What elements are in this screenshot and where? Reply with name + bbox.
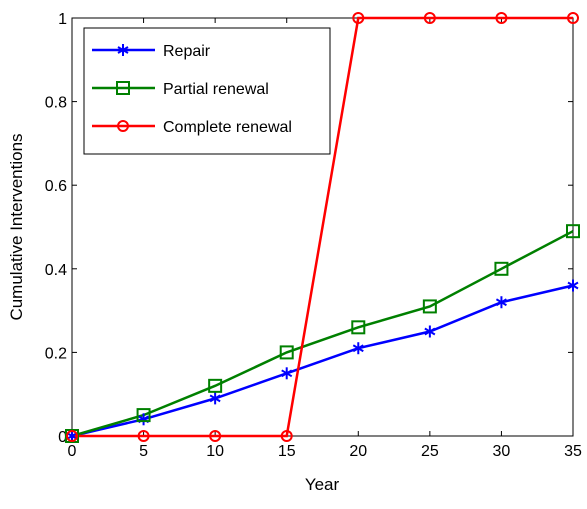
y-tick-label: 0.6 xyxy=(45,178,67,195)
x-tick-label: 35 xyxy=(564,443,582,460)
x-axis-label: Year xyxy=(305,475,340,494)
data-point-1 xyxy=(279,345,294,360)
x-tick-label: 0 xyxy=(68,443,77,460)
data-point-1 xyxy=(351,320,366,335)
data-point-1 xyxy=(566,224,580,239)
data-point-0 xyxy=(209,392,221,405)
x-tick-label: 30 xyxy=(493,443,511,460)
legend-label-0: Repair xyxy=(163,43,211,60)
data-point-1 xyxy=(494,261,509,276)
data-point-2 xyxy=(280,430,293,442)
axis-ticks: 0 5 10 15 20 25 30 35 0 0.2 0.4 0.6 0.8 1 xyxy=(45,11,582,460)
y-axis-label: Cumulative Interventions xyxy=(7,133,26,320)
data-point-1 xyxy=(136,408,151,423)
x-tick-label: 15 xyxy=(278,443,296,460)
data-point-2 xyxy=(423,12,436,24)
legend-label-2: Complete renewal xyxy=(163,119,292,136)
data-point-0 xyxy=(352,342,364,355)
data-point-0 xyxy=(281,367,293,380)
y-tick-label: 0.4 xyxy=(45,262,67,279)
data-point-1 xyxy=(208,378,223,393)
data-point-2 xyxy=(137,430,150,442)
x-tick-label: 25 xyxy=(421,443,439,460)
data-point-2 xyxy=(66,430,78,442)
x-tick-label: 10 xyxy=(206,443,224,460)
legend-marker-1 xyxy=(116,81,130,95)
data-point-0 xyxy=(495,296,507,309)
y-tick-label: 0.8 xyxy=(45,95,67,112)
data-point-1 xyxy=(422,299,437,314)
data-point-0 xyxy=(567,279,579,292)
data-point-2 xyxy=(209,430,222,442)
data-point-2 xyxy=(352,12,365,24)
y-tick-label: 1 xyxy=(58,11,67,28)
x-tick-label: 20 xyxy=(349,443,367,460)
y-tick-label: 0.2 xyxy=(45,345,67,362)
x-tick-label: 5 xyxy=(139,443,148,460)
legend: Repair Partial renewal Complete renewal xyxy=(83,27,331,155)
series-line-1 xyxy=(71,230,574,438)
data-point-2 xyxy=(567,12,579,24)
legend-label-1: Partial renewal xyxy=(163,81,269,98)
legend-marker-0 xyxy=(117,44,129,56)
series-line-2 xyxy=(72,16,573,438)
data-point-2 xyxy=(495,12,508,24)
legend-marker-2 xyxy=(117,120,129,132)
y-tick-label: 0 xyxy=(58,429,67,446)
data-point-0 xyxy=(424,325,436,338)
series-layer xyxy=(65,12,580,443)
series-line-0 xyxy=(71,284,574,438)
